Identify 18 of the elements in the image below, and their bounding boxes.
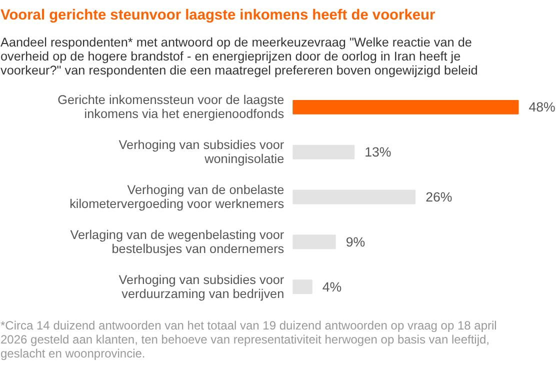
chart-subtitle: Aandeel respondenten* met antwoord op de meerkeuzevraag "Welke reactie van de overheid op de hogere brandstof - en energieprijzen door de oorlog in Iran heeft je voorkeur?" van respondenten die een maatregel prefereren boven ongewijzigd beleid	[0, 36, 478, 78]
y-tick-label: Verlaging van de wegenbelasting voor bestelbusjes van ondernemers	[70, 228, 284, 256]
bar	[292, 144, 355, 160]
bar	[292, 234, 336, 250]
y-tick-label: Verhoging van subsidies voor verduurzaming van bedrijven	[118, 272, 284, 301]
bar	[292, 190, 416, 204]
data-label: 48%	[528, 100, 556, 115]
chart-title: Vooral gerichte steunvoor laagste inkomens heeft de voorkeur	[0, 8, 436, 24]
y-tick-label: Gerichte inkomenssteun voor de laagste inkomens via het energienoodfonds	[58, 93, 284, 122]
y-tick-label: Verhoging van de onbelaste kilometervergoeding voor werknemers	[70, 183, 284, 211]
data-label: 13%	[364, 144, 392, 160]
text: *Circa 14 duizend antwoorden van het totaal van 19 duizend antwoorden op vraag op 18 april 2026 gesteld aan klanten, ten behoeve van representativiteit herwogen op basis van leeftijd, geslacht en woonprovincie.	[0, 318, 497, 360]
bar	[292, 280, 312, 294]
bar	[292, 100, 519, 114]
data-label: 4%	[322, 279, 342, 294]
data-label: 9%	[346, 234, 366, 250]
y-tick-label: Verhoging van subsidies voor woningisolatie	[118, 138, 284, 166]
data-label: 26%	[426, 190, 452, 204]
